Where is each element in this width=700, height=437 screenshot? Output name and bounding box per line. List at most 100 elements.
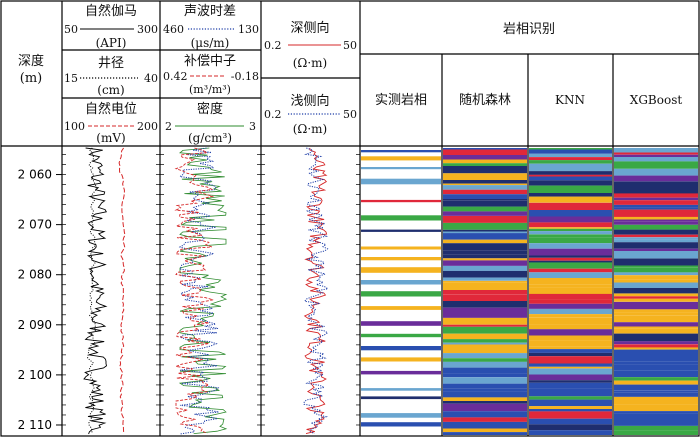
facies-band	[361, 215, 441, 221]
facies-band	[443, 373, 527, 378]
facies-band	[443, 388, 527, 392]
facies-band	[529, 335, 612, 341]
facies-band	[443, 367, 527, 374]
facies-band	[361, 291, 441, 297]
facies-band	[614, 224, 698, 230]
facies-band	[443, 301, 527, 308]
facies-band	[361, 267, 441, 273]
facies-band	[614, 209, 698, 217]
facies-band	[443, 401, 527, 404]
facies-band	[614, 309, 698, 313]
facies-band	[614, 251, 698, 259]
facies-band	[443, 199, 527, 201]
facies-band	[443, 173, 527, 180]
facies-band	[443, 411, 527, 418]
facies-band	[614, 229, 698, 235]
facies-band	[614, 187, 698, 194]
facies-band	[529, 163, 612, 172]
facies-band	[614, 356, 698, 362]
facies-band	[529, 231, 612, 235]
facies-band	[529, 185, 612, 193]
facies-bands	[361, 148, 698, 435]
facies-band	[529, 227, 612, 229]
facies-band	[443, 353, 527, 359]
lld-name: 深侧向	[290, 20, 329, 36]
facies-band	[443, 294, 527, 301]
facies-band	[361, 370, 441, 375]
facies-band	[614, 341, 698, 345]
facies-band	[529, 260, 612, 263]
facies-band	[529, 382, 612, 389]
facies-band	[614, 279, 698, 283]
log-curves	[83, 147, 330, 435]
facies-band	[443, 258, 527, 261]
facies-band	[443, 155, 527, 160]
facies-band	[614, 248, 698, 251]
facies-band	[614, 373, 698, 376]
facies-band	[529, 430, 612, 435]
facies-band	[614, 200, 698, 205]
facies-band	[529, 320, 612, 325]
gr-curve	[83, 147, 108, 435]
facies-band	[529, 210, 612, 217]
facies-band	[443, 254, 527, 259]
facies-band	[529, 349, 612, 353]
facies-band	[614, 237, 698, 240]
facies-band	[361, 246, 441, 250]
facies-band	[443, 180, 527, 184]
cnl-unit: (m³/m³)	[189, 83, 231, 96]
facies-band	[361, 257, 441, 261]
facies-band	[443, 245, 527, 251]
den-unit: (g/cm³)	[188, 131, 232, 145]
facies-band	[443, 361, 527, 368]
facies-band	[529, 257, 612, 261]
facies-band	[443, 265, 527, 271]
facies-band	[529, 396, 612, 400]
facies-band	[529, 275, 612, 278]
facies-band	[529, 278, 612, 285]
facies-col-measured: 实测岩相	[375, 93, 427, 108]
facies-band	[614, 219, 698, 222]
facies-col-knn: KNN	[555, 93, 585, 107]
depth-unit: (m)	[20, 71, 42, 86]
facies-band	[443, 243, 527, 246]
facies-band	[529, 340, 612, 347]
facies-band	[443, 317, 527, 325]
facies-band	[443, 344, 527, 347]
den-name: 密度	[197, 101, 223, 117]
facies-band	[529, 222, 612, 228]
facies-band	[443, 342, 527, 345]
facies-band	[614, 370, 698, 373]
cal-unit: (cm)	[97, 83, 124, 97]
facies-band	[529, 418, 612, 425]
facies-band	[614, 265, 698, 268]
facies-band	[529, 374, 612, 381]
gr-right: 300	[137, 23, 158, 36]
depth-tick-label: 2 060	[18, 168, 52, 182]
gr-unit: (API)	[96, 36, 127, 50]
facies-col-rf: 随机森林	[459, 93, 511, 108]
den-left: 2	[165, 120, 172, 133]
lls-right: 50	[343, 108, 357, 121]
facies-band	[529, 329, 612, 336]
facies-band	[443, 159, 527, 164]
ac-unit: (μs/m)	[191, 36, 230, 50]
facies-band	[529, 284, 612, 288]
facies-band	[614, 404, 698, 412]
facies-band	[614, 298, 698, 302]
facies-band	[529, 268, 612, 273]
facies-band	[361, 321, 441, 326]
facies-band	[361, 396, 441, 400]
facies-band	[443, 282, 527, 291]
facies-band	[361, 306, 441, 310]
facies-band	[529, 324, 612, 330]
depth-title: 深度	[18, 53, 44, 69]
facies-band	[529, 308, 612, 315]
facies-band	[361, 167, 441, 170]
facies-band	[443, 231, 527, 234]
facies-band	[361, 280, 441, 285]
facies-band	[529, 411, 612, 419]
facies-band	[614, 384, 698, 391]
facies-band	[614, 267, 698, 273]
